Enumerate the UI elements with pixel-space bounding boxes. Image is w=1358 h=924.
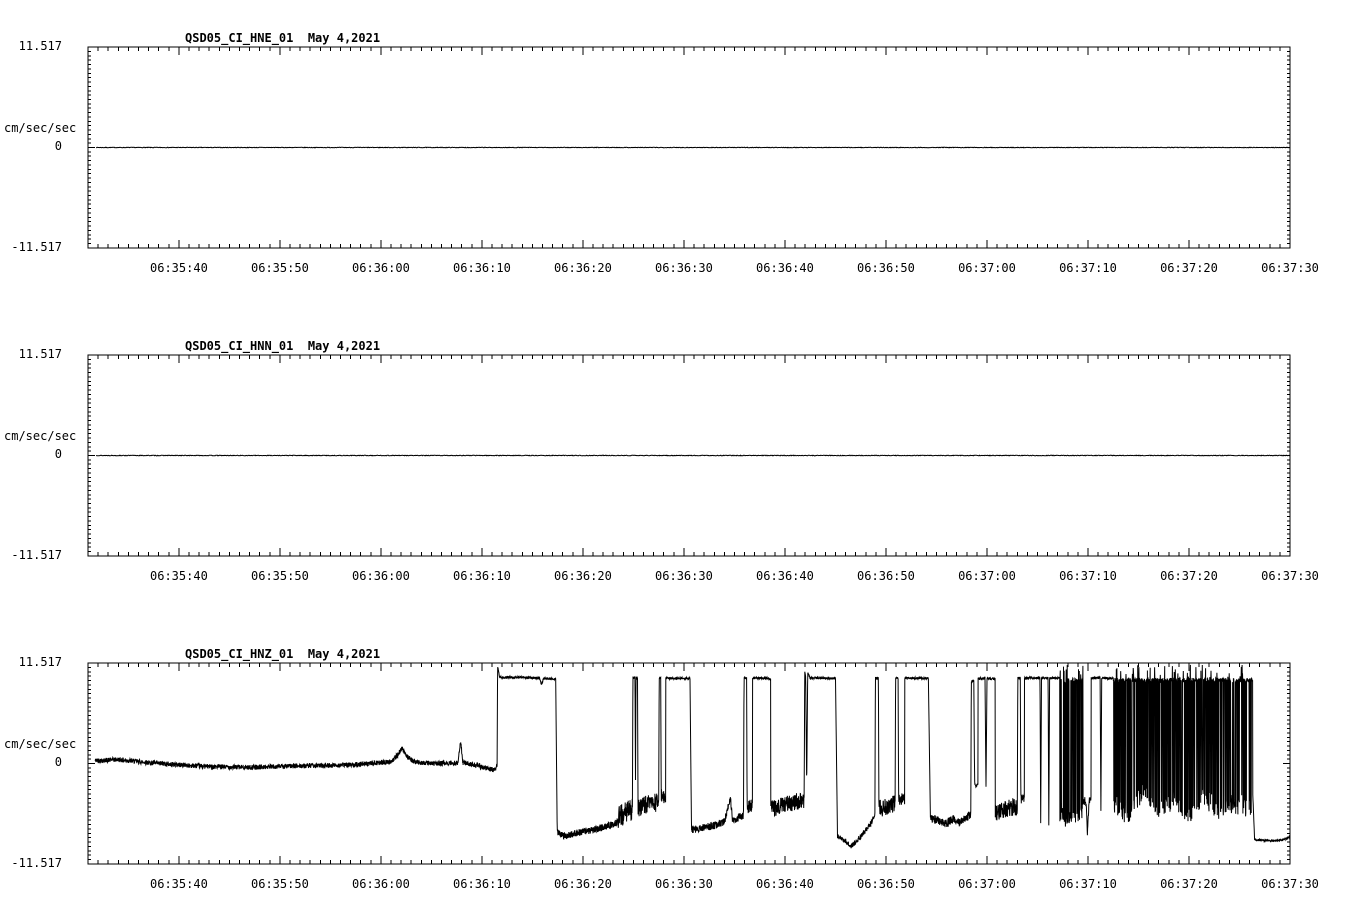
seismogram-chart-hnn: QSD05_CI_HNN_01 May 4,2021 11.517 cm/sec… — [0, 308, 1358, 608]
x-tick-label: 06:37:30 — [1261, 877, 1319, 891]
y-axis-max-label: 11.517 — [18, 39, 62, 53]
x-tick-label: 06:36:00 — [352, 877, 410, 891]
x-tick-label: 06:36:00 — [352, 261, 410, 275]
y-axis-unit-label: cm/sec/sec — [4, 121, 77, 135]
y-axis-max-label: 11.517 — [18, 655, 62, 669]
y-axis-zero-label: 0 — [54, 139, 62, 153]
x-tick-label: 06:35:50 — [251, 569, 309, 583]
x-tick-label: 06:37:20 — [1160, 569, 1218, 583]
x-tick-label: 06:36:30 — [655, 261, 713, 275]
x-tick-label: 06:36:40 — [756, 877, 814, 891]
x-tick-label: 06:37:00 — [958, 569, 1016, 583]
plot-area-hne — [87, 46, 1291, 249]
plot-area-hnz — [87, 662, 1291, 865]
y-axis-unit-label: cm/sec/sec — [4, 737, 77, 751]
x-tick-label: 06:36:20 — [554, 569, 612, 583]
x-tick-label: 06:36:40 — [756, 569, 814, 583]
x-tick-label: 06:37:30 — [1261, 569, 1319, 583]
x-tick-label: 06:37:30 — [1261, 261, 1319, 275]
x-tick-label: 06:36:10 — [453, 877, 511, 891]
y-axis-max-label: 11.517 — [18, 347, 62, 361]
seismogram-chart-hnz: QSD05_CI_HNZ_01 May 4,2021 11.517 cm/sec… — [0, 616, 1358, 916]
x-tick-label: 06:35:50 — [251, 261, 309, 275]
x-tick-label: 06:36:30 — [655, 877, 713, 891]
x-tick-label: 06:36:50 — [857, 877, 915, 891]
x-tick-label: 06:36:20 — [554, 261, 612, 275]
x-tick-label: 06:35:50 — [251, 877, 309, 891]
y-axis-unit-label: cm/sec/sec — [4, 429, 77, 443]
chart-title: QSD05_CI_HNZ_01 May 4,2021 — [185, 647, 381, 661]
x-tick-label: 06:35:40 — [150, 261, 208, 275]
y-axis-min-label: -11.517 — [11, 548, 62, 562]
y-axis-zero-label: 0 — [54, 447, 62, 461]
x-tick-label: 06:36:50 — [857, 261, 915, 275]
x-tick-label: 06:36:40 — [756, 261, 814, 275]
x-tick-label: 06:36:50 — [857, 569, 915, 583]
x-tick-label: 06:36:10 — [453, 569, 511, 583]
x-tick-label: 06:36:20 — [554, 877, 612, 891]
x-tick-label: 06:37:00 — [958, 877, 1016, 891]
x-tick-label: 06:37:10 — [1059, 569, 1117, 583]
x-tick-label: 06:35:40 — [150, 569, 208, 583]
x-tick-label: 06:37:20 — [1160, 877, 1218, 891]
x-tick-label: 06:36:30 — [655, 569, 713, 583]
y-axis-min-label: -11.517 — [11, 240, 62, 254]
chart-title: QSD05_CI_HNE_01 May 4,2021 — [185, 31, 381, 45]
plot-area-hnn — [87, 354, 1291, 557]
x-tick-label: 06:36:00 — [352, 569, 410, 583]
seismogram-chart-hne: QSD05_CI_HNE_01 May 4,2021 11.517 cm/sec… — [0, 0, 1358, 300]
x-tick-label: 06:37:20 — [1160, 261, 1218, 275]
chart-title: QSD05_CI_HNN_01 May 4,2021 — [185, 339, 381, 353]
y-axis-min-label: -11.517 — [11, 856, 62, 870]
x-tick-label: 06:37:10 — [1059, 261, 1117, 275]
y-axis-zero-label: 0 — [54, 755, 62, 769]
x-tick-label: 06:36:10 — [453, 261, 511, 275]
x-tick-label: 06:37:10 — [1059, 877, 1117, 891]
x-tick-label: 06:35:40 — [150, 877, 208, 891]
x-tick-label: 06:37:00 — [958, 261, 1016, 275]
